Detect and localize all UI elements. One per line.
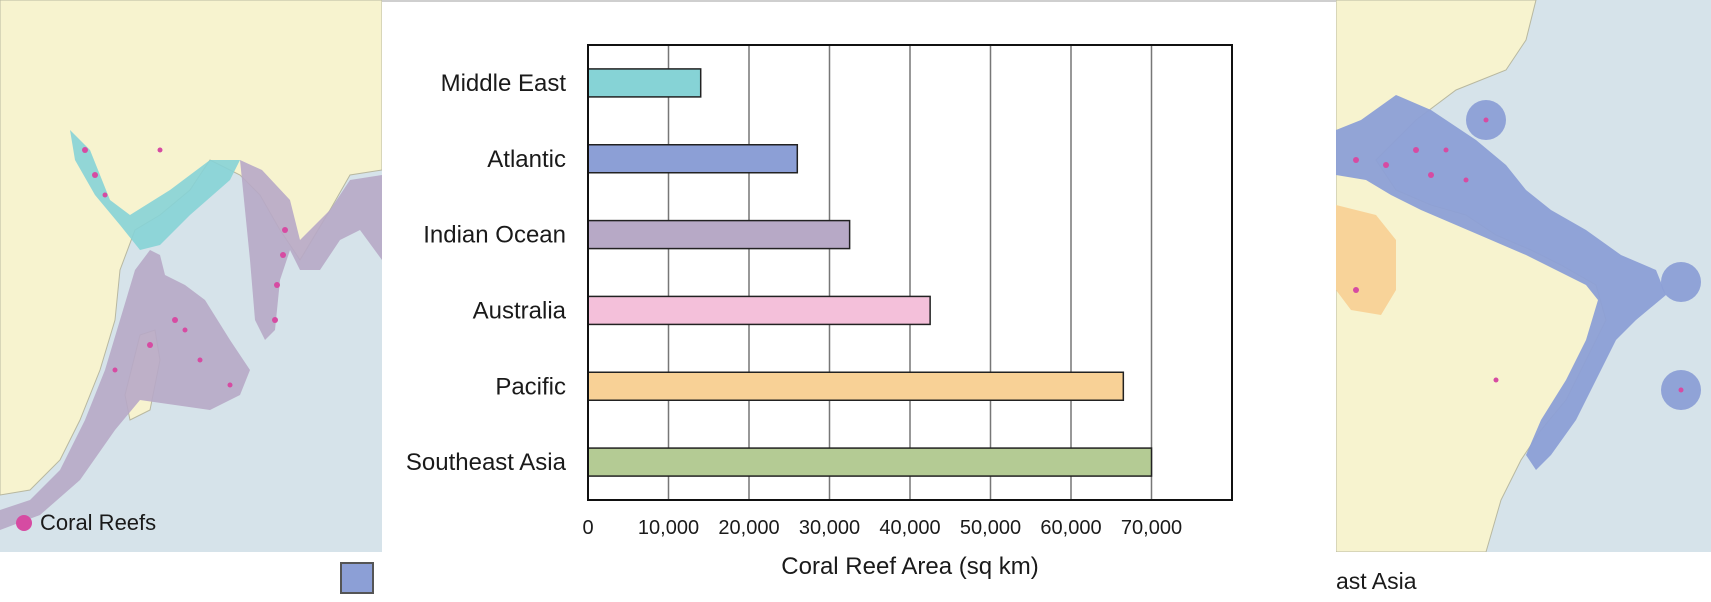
x-tick-label: 10,000 <box>638 517 699 539</box>
map-caption: ast Asia <box>1336 568 1417 594</box>
indian-ocean-map <box>0 0 382 552</box>
x-tick-label: 40,000 <box>879 517 940 539</box>
category-label: Australia <box>473 297 567 324</box>
plot-frame <box>587 44 1233 501</box>
bar-australia <box>587 295 931 326</box>
x-tick-label: 50,000 <box>960 517 1021 539</box>
right-map-panel <box>1336 0 1711 552</box>
top-rule <box>382 0 1336 2</box>
reef-dot-icon <box>16 515 32 531</box>
tick-labels: 0 10,000 20,000 30,000 40,000 50,000 60,000 70,… <box>582 517 1182 539</box>
category-labels: Middle East Atlantic Indian Ocean Australia… <box>406 70 567 476</box>
bar-layer <box>587 68 1153 477</box>
coral-reef-bar-chart: Middle East Atlantic Indian Ocean Australia… <box>406 44 1233 580</box>
x-tick-label: 60,000 <box>1040 517 1101 539</box>
category-label: Southeast Asia <box>406 449 567 476</box>
right-bottom-strip <box>1336 552 1711 597</box>
bar-atlantic <box>587 144 799 174</box>
map-legend: Coral Reefs <box>16 510 156 536</box>
category-label: Atlantic <box>487 146 566 173</box>
x-tick-label: 0 <box>582 517 593 539</box>
atlantic-map <box>1336 0 1711 552</box>
x-tick-label: 20,000 <box>718 517 779 539</box>
bar-middle-east <box>587 68 702 98</box>
legend-label: Coral Reefs <box>40 510 157 535</box>
bar-pacific <box>587 371 1125 401</box>
x-tick-label: 70,000 <box>1121 517 1182 539</box>
left-bottom-strip <box>0 552 382 597</box>
category-label: Pacific <box>495 373 566 400</box>
chart-panel: Middle East Atlantic Indian Ocean Australia… <box>382 0 1336 597</box>
bar-southeast-asia <box>587 447 1153 477</box>
bar-indian-ocean <box>587 219 851 250</box>
category-label: Indian Ocean <box>423 222 566 249</box>
x-axis-title: Coral Reef Area (sq km) <box>781 553 1038 580</box>
category-label: Middle East <box>441 70 567 97</box>
atlantic-swatch-icon <box>340 562 374 594</box>
left-map-panel: Coral Reefs <box>0 0 382 552</box>
grid-layer <box>667 45 1153 500</box>
x-tick-label: 30,000 <box>799 517 860 539</box>
